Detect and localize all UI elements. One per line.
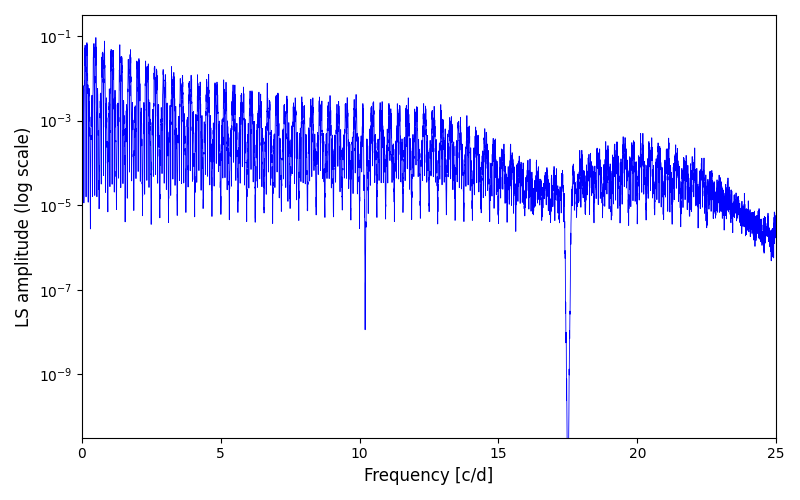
Y-axis label: LS amplitude (log scale): LS amplitude (log scale) — [15, 126, 33, 326]
X-axis label: Frequency [c/d]: Frequency [c/d] — [364, 467, 494, 485]
